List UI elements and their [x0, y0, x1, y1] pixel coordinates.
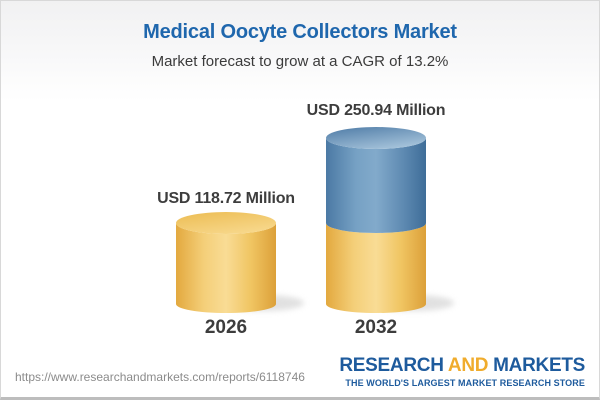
bar-2032-base-segment: [326, 223, 426, 313]
value-label-2032: USD 250.94 Million: [306, 102, 446, 119]
value-label-2026: USD 118.72 Million: [157, 190, 295, 207]
logo-word-research: RESEARCH: [339, 355, 444, 376]
logo-wordmark: RESEARCH AND MARKETS: [339, 356, 585, 375]
bar-2032-top-cap: [326, 127, 426, 149]
chart-title: Medical Oocyte Collectors Market: [143, 21, 457, 43]
category-label-2026: 2026: [204, 317, 248, 338]
bar-2026-top-cap: [176, 212, 276, 234]
chart-subtitle: Market forecast to grow at a CAGR of 13.…: [151, 53, 449, 70]
logo-word-markets: MARKETS: [493, 355, 585, 376]
logo-word-and: AND: [447, 355, 489, 376]
category-label-2032: 2032: [354, 317, 398, 338]
company-logo: RESEARCH AND MARKETS THE WORLD'S LARGEST…: [339, 356, 585, 388]
report-url: https://www.researchandmarkets.com/repor…: [15, 370, 305, 384]
bar-2032-cylinder: [326, 127, 426, 313]
bar-2026-cylinder: [176, 212, 276, 313]
bar-2032-growth-segment: [326, 138, 426, 233]
bar-2026-body: [176, 223, 276, 313]
logo-tagline: THE WORLD'S LARGEST MARKET RESEARCH STOR…: [345, 378, 585, 388]
